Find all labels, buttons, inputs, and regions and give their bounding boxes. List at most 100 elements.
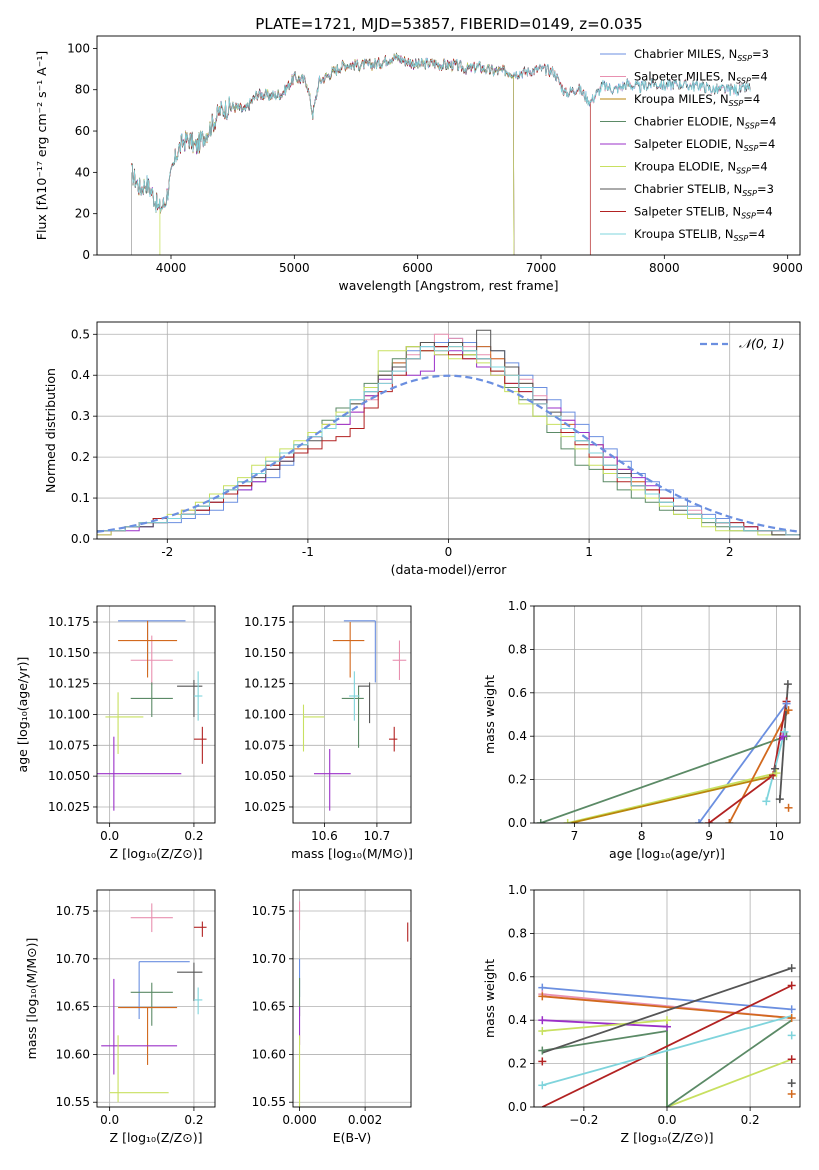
axes-frame — [96, 605, 216, 824]
y-tick-label: 0.3 — [71, 409, 90, 423]
y-tick-label: 0.4 — [508, 729, 527, 743]
y-tick-label: 0.5 — [71, 327, 90, 341]
legend-label: Kroupa MILES, NSSP=4 — [634, 92, 760, 108]
panel-mass_vs_Z: 0.0 0.2 10.55 10.60 10.65 10.70 10.75 Z [log₁₀(… — [24, 889, 216, 1145]
y-tick-label: 10.175 — [48, 615, 90, 629]
y-tick-label: 10.075 — [48, 738, 90, 752]
weight-line — [542, 967, 792, 1054]
y-tick-label: 60 — [75, 124, 90, 138]
y-tick-label: 10.75 — [56, 904, 90, 918]
spectrum-line — [131, 53, 751, 213]
axes-frame — [292, 605, 412, 824]
panel-residuals: -2 -1 0 1 2 0.0 0.1 0.2 0.3 0.4 0.5 (data-model)/er… — [43, 321, 801, 577]
y-tick-label: 10.075 — [244, 738, 286, 752]
axes-frame — [292, 889, 412, 1108]
y-tick-label: 40 — [75, 165, 90, 179]
legend-label: Chabrier MILES, NSSP=3 — [634, 47, 769, 63]
x-tick-label: 9000 — [772, 261, 803, 275]
x-axis-label: E(B-V) — [333, 1130, 372, 1145]
weight-line — [542, 1019, 668, 1028]
legend-label: Chabrier STELIB, NSSP=3 — [634, 182, 774, 198]
y-tick-label: 10.025 — [244, 800, 286, 814]
plot-area — [302, 620, 407, 811]
y-tick-label: 0.0 — [508, 816, 527, 830]
y-tick-label: 10.025 — [48, 800, 90, 814]
x-tick-label: -2 — [161, 545, 173, 559]
x-tick-label: -1 — [302, 545, 314, 559]
y-tick-label: 10.125 — [48, 677, 90, 691]
legend-label: Salpeter ELODIE, NSSP=4 — [634, 137, 775, 153]
y-tick-label: 10.125 — [244, 677, 286, 691]
x-axis-label: age [log₁₀(age/yr)] — [609, 846, 725, 861]
y-tick-label: 1.0 — [508, 883, 527, 897]
x-tick-label: 9 — [705, 829, 713, 843]
y-tick-label: 1.0 — [508, 599, 527, 613]
legend-label: Kroupa STELIB, NSSP=4 — [634, 227, 765, 243]
y-tick-label: 10.050 — [244, 769, 286, 783]
weight-line — [542, 1019, 793, 1107]
plot-area — [97, 329, 800, 536]
y-tick-label: 0.1 — [71, 491, 90, 505]
y-tick-label: 0.6 — [508, 686, 527, 700]
x-tick-label: 0.2 — [741, 1113, 760, 1127]
axes-frame — [533, 605, 801, 824]
weight-line — [570, 774, 777, 823]
y-tick-label: 10.65 — [56, 1000, 90, 1014]
y-tick-label: 10.70 — [252, 952, 286, 966]
y-tick-label: 0 — [82, 248, 90, 262]
axes-frame — [96, 889, 216, 1108]
x-tick-label: 10.7 — [364, 829, 391, 843]
y-tick-label: 10.75 — [252, 904, 286, 918]
x-axis-label: wavelength [Angstrom, rest frame] — [338, 278, 558, 293]
x-axis-label: (data-model)/error — [391, 562, 508, 577]
y-tick-label: 10.175 — [244, 615, 286, 629]
y-axis-label: mass weight — [482, 675, 497, 754]
weight-line — [542, 1015, 792, 1087]
x-axis-label: Z [log₁₀(Z/Z⊙)] — [621, 1130, 714, 1145]
x-tick-label: 7000 — [526, 261, 557, 275]
y-tick-label: 80 — [75, 83, 90, 97]
x-tick-label: 6000 — [402, 261, 433, 275]
x-tick-label: 0.2 — [184, 1113, 203, 1127]
y-tick-label: 0.4 — [71, 368, 90, 382]
panel-weight_vs_age: 7 8 9 10 0.0 0.2 0.4 0.6 0.8 1.0 age [log₁₀(age/yr… — [482, 599, 801, 861]
x-axis-label: Z [log₁₀(Z/Z⊙)] — [110, 846, 203, 861]
histogram-step — [97, 346, 800, 536]
spectrum-line — [131, 53, 515, 255]
spectrum-line — [131, 54, 515, 255]
x-tick-label: −0.2 — [569, 1113, 598, 1127]
y-axis-label: mass weight — [482, 959, 497, 1038]
weight-line — [698, 703, 788, 823]
x-tick-label: 0.0 — [657, 1113, 676, 1127]
weight-line — [540, 735, 787, 823]
x-axis-label: Z [log₁₀(Z/Z⊙)] — [110, 1130, 203, 1145]
x-tick-label: 0 — [445, 545, 453, 559]
x-tick-label: 0.2 — [184, 829, 203, 843]
y-tick-label: 0.8 — [508, 642, 527, 656]
histogram-step — [97, 346, 800, 536]
y-tick-label: 10.60 — [252, 1047, 286, 1061]
y-axis-label: age [log₁₀(age/yr)] — [15, 657, 30, 773]
plot-area — [131, 52, 751, 255]
y-tick-label: 0.4 — [508, 1013, 527, 1027]
plot-area — [299, 901, 409, 1107]
y-tick-label: 10.150 — [244, 646, 286, 660]
legend-label: 𝒩(0, 1) — [739, 336, 785, 351]
plot-area — [97, 620, 207, 811]
y-tick-label: 10.70 — [56, 952, 90, 966]
axes-frame — [96, 35, 801, 256]
y-tick-label: 10.100 — [48, 708, 90, 722]
panel-mass_vs_ebv: 0.000 0.002 10.55 10.60 10.65 10.70 10.75 E(B-V… — [252, 889, 412, 1145]
y-tick-label: 10.55 — [56, 1095, 90, 1109]
panel-age_vs_Z: 0.0 0.2 10.025 10.050 10.075 10.100 10.125 10.1… — [15, 605, 216, 861]
y-tick-label: 0.2 — [508, 773, 527, 787]
y-tick-label: 0.2 — [71, 450, 90, 464]
y-tick-label: 0.0 — [71, 532, 90, 546]
x-tick-label: 2 — [726, 545, 734, 559]
x-axis-label: mass [log₁₀(M/M⊙)] — [291, 846, 413, 861]
x-tick-label: 10 — [769, 829, 784, 843]
figure-title: PLATE=1721, MJD=53857, FIBERID=0149, z=0… — [255, 15, 642, 33]
y-tick-label: 0.8 — [508, 926, 527, 940]
plot-area — [101, 903, 207, 1103]
